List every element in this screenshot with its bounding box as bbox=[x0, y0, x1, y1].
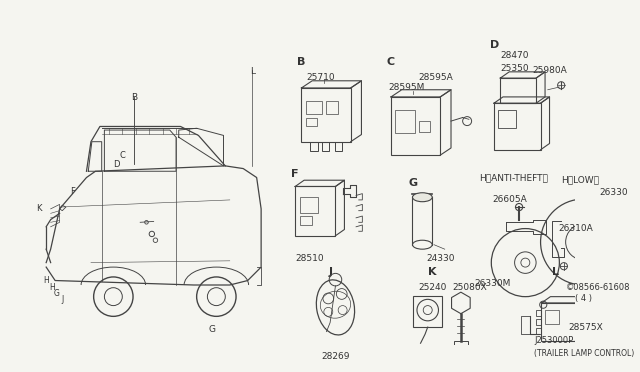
Text: D: D bbox=[490, 41, 499, 51]
Text: 28595M: 28595M bbox=[388, 83, 425, 93]
Text: G: G bbox=[409, 177, 418, 187]
Bar bbox=[300, 216, 312, 225]
Text: H: H bbox=[49, 283, 55, 292]
Text: L: L bbox=[552, 267, 559, 277]
Text: 25240: 25240 bbox=[419, 283, 447, 292]
Bar bbox=[536, 328, 541, 334]
Text: ( 4 ): ( 4 ) bbox=[575, 294, 591, 303]
Text: F: F bbox=[291, 169, 298, 179]
Bar bbox=[310, 142, 317, 151]
Bar bbox=[419, 121, 429, 132]
Text: (TRAILER LAMP CONTROL): (TRAILER LAMP CONTROL) bbox=[534, 349, 634, 359]
Bar bbox=[335, 142, 342, 151]
Bar bbox=[306, 118, 317, 126]
Ellipse shape bbox=[413, 193, 432, 202]
Text: 28269: 28269 bbox=[321, 352, 349, 361]
Bar bbox=[322, 142, 329, 151]
Text: 25980A: 25980A bbox=[532, 65, 567, 74]
Bar bbox=[306, 102, 322, 114]
Text: K: K bbox=[36, 204, 42, 214]
Text: J: J bbox=[328, 267, 332, 277]
Text: ©08566-61608: ©08566-61608 bbox=[566, 283, 630, 292]
Text: 28470: 28470 bbox=[500, 51, 529, 60]
Text: B: B bbox=[131, 93, 137, 102]
Text: 25350: 25350 bbox=[500, 64, 529, 73]
Bar bbox=[536, 319, 541, 325]
Text: J253000P: J253000P bbox=[534, 336, 573, 345]
Bar bbox=[536, 310, 541, 316]
Text: 28595A: 28595A bbox=[418, 73, 452, 82]
Text: 24330: 24330 bbox=[427, 254, 455, 263]
Text: C: C bbox=[120, 151, 125, 160]
Text: C: C bbox=[387, 57, 395, 67]
Text: 26330: 26330 bbox=[600, 188, 628, 197]
Bar bbox=[396, 110, 415, 133]
Bar bbox=[500, 78, 536, 103]
Bar bbox=[295, 186, 335, 236]
Text: 26310A: 26310A bbox=[559, 224, 593, 233]
Text: 26605A: 26605A bbox=[492, 195, 527, 205]
Bar bbox=[326, 102, 338, 114]
Text: H: H bbox=[44, 276, 49, 285]
Bar bbox=[454, 340, 468, 351]
Text: 25080X: 25080X bbox=[452, 283, 486, 292]
Bar bbox=[301, 88, 351, 142]
Text: D: D bbox=[113, 160, 119, 169]
Text: 28510: 28510 bbox=[295, 254, 324, 263]
Bar bbox=[499, 110, 516, 128]
Text: H〈ANTI-THEFT〉: H〈ANTI-THEFT〉 bbox=[479, 173, 548, 182]
Text: G: G bbox=[54, 289, 60, 298]
Text: K: K bbox=[428, 267, 436, 277]
Bar bbox=[391, 97, 440, 155]
Text: 25710: 25710 bbox=[306, 73, 335, 82]
Text: B: B bbox=[297, 57, 305, 67]
Text: G: G bbox=[209, 325, 216, 334]
Text: L: L bbox=[250, 67, 255, 76]
Bar bbox=[545, 310, 559, 324]
Text: F: F bbox=[70, 187, 76, 196]
Bar bbox=[541, 303, 575, 340]
Bar bbox=[300, 197, 317, 214]
Bar bbox=[413, 296, 442, 327]
Text: H〈LOW〉: H〈LOW〉 bbox=[561, 175, 599, 184]
Bar bbox=[494, 103, 541, 150]
Text: 26330M: 26330M bbox=[474, 279, 511, 288]
Text: J: J bbox=[61, 295, 63, 304]
Text: 28575X: 28575X bbox=[568, 323, 603, 331]
